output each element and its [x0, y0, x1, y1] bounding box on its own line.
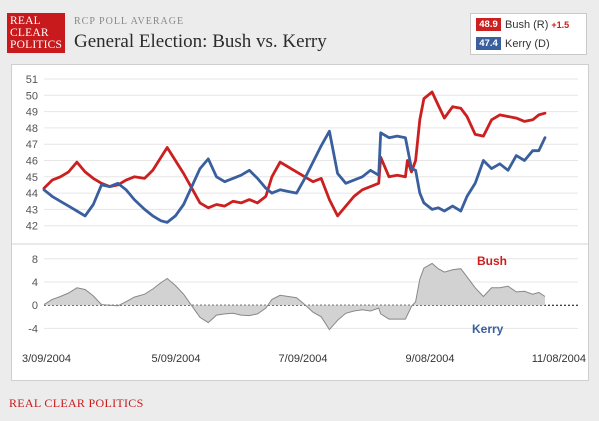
- legend-item-bush: 48.9 Bush (R) +1.5: [476, 18, 569, 32]
- y-tick-label: 48: [26, 123, 38, 135]
- kerry-annotation: Kerry: [472, 322, 504, 336]
- spread-tick-label: -4: [28, 323, 38, 335]
- logo-line-2: CLEAR: [10, 27, 49, 39]
- y-tick-label: 47: [26, 139, 38, 151]
- y-tick-label: 46: [26, 156, 38, 168]
- y-tick-label: 44: [26, 188, 38, 200]
- spread-tick-label: 0: [32, 300, 38, 312]
- rcp-logo[interactable]: REAL CLEAR POLITICS: [7, 13, 65, 53]
- legend-bush-name: Bush (R): [505, 18, 549, 31]
- legend-kerry-value: 47.4: [476, 37, 501, 50]
- bush-series-line: [42, 90, 547, 218]
- bush-annotation: Bush: [477, 254, 507, 268]
- x-tick-label: 7/09/2004: [279, 353, 328, 365]
- footer-link[interactable]: REAL CLEAR POLITICS: [9, 396, 144, 410]
- logo-line-3: POLITICS: [10, 39, 63, 51]
- legend: 48.9 Bush (R) +1.5 47.4 Kerry (D): [470, 13, 587, 55]
- kerry-series-line: [42, 129, 547, 224]
- y-tick-label: 50: [26, 90, 38, 102]
- legend-item-kerry: 47.4 Kerry (D): [476, 37, 550, 51]
- y-tick-label: 45: [26, 172, 38, 184]
- spread-line: [43, 262, 546, 331]
- spread-area: [44, 263, 545, 330]
- x-tick-label: 9/08/2004: [406, 353, 455, 365]
- legend-bush-value: 48.9: [476, 18, 501, 31]
- legend-spread: +1.5: [551, 19, 570, 30]
- y-tick-label: 49: [26, 107, 38, 119]
- y-tick-label: 43: [26, 204, 38, 216]
- spread-tick-label: 4: [32, 277, 38, 289]
- logo-line-1: REAL: [10, 15, 41, 27]
- chart-subtitle: RCP POLL AVERAGE: [74, 16, 185, 27]
- y-tick-label: 42: [26, 221, 38, 233]
- x-tick-label: 11/08/2004: [532, 353, 586, 365]
- legend-kerry-name: Kerry (D): [505, 37, 550, 50]
- chart-title: General Election: Bush vs. Kerry: [74, 31, 327, 52]
- spread-tick-label: 8: [32, 254, 38, 266]
- x-tick-label: 3/09/2004: [22, 353, 71, 365]
- x-tick-label: 5/09/2004: [152, 353, 201, 365]
- y-tick-label: 51: [26, 74, 38, 86]
